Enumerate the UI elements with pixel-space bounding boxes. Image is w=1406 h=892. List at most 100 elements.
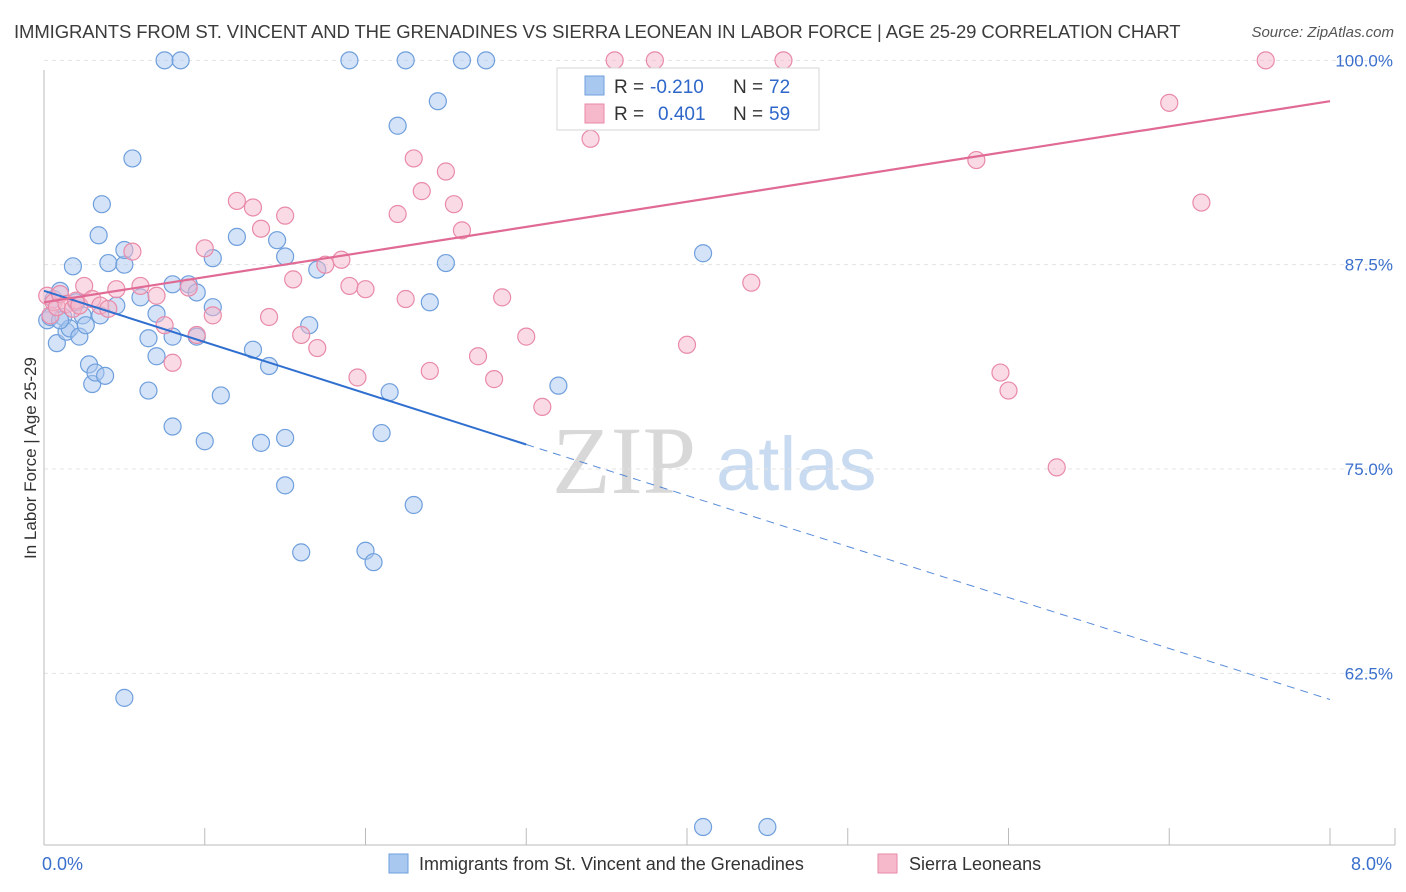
point-sierra-leonean [645,51,664,70]
point-sierra-leonean [388,204,407,224]
point-immigrant [99,253,118,273]
trend-line-immigrants [43,289,527,446]
point-sierra-leonean [1047,458,1066,477]
y-tick-label: 87.5% [1345,256,1393,275]
series-immigrants-points [38,51,777,837]
point-immigrant [89,226,108,245]
point-sierra-leonean [452,221,472,240]
point-immigrant [147,347,166,366]
point-immigrant [364,553,383,572]
x-axis-ticks [204,828,1396,845]
stats-n-label-1: N = [733,77,763,98]
chart-title: IMMIGRANTS FROM ST. VINCENT AND THE GREN… [14,21,1181,42]
point-sierra-leonean [163,353,182,372]
point-sierra-leonean [396,289,415,309]
point-sierra-leonean [251,219,271,238]
point-immigrant [276,476,295,495]
point-sierra-leonean [187,325,206,345]
legend-label-sierra-leoneans: Sierra Leoneans [909,854,1041,874]
point-sierra-leonean [147,286,166,305]
point-immigrant [428,92,447,111]
point-immigrant [163,417,182,436]
point-immigrant [420,293,439,312]
y-tick-label: 100.0% [1335,51,1393,70]
stats-swatch-sierra-leoneans [584,103,605,124]
point-sierra-leonean [259,307,279,327]
point-sierra-leonean [581,129,600,148]
legend-label-immigrants: Immigrants from St. Vincent and the Gren… [419,854,804,874]
point-immigrant [276,428,295,448]
point-immigrant [139,329,158,348]
y-tick-label: 75.0% [1345,460,1393,479]
point-sierra-leonean [155,316,174,335]
stats-n-value-2: 59 [769,104,790,125]
point-immigrant [251,433,271,452]
point-immigrant [123,149,142,168]
point-immigrant [155,51,174,70]
point-immigrant [171,51,190,70]
point-sierra-leonean [420,361,439,381]
x-tick-label-max: 8.0% [1351,854,1392,874]
stats-swatch-immigrants [584,75,605,96]
y-axis-title: In Labor Force | Age 25-29 [21,357,40,559]
point-sierra-leonean [485,370,504,389]
watermark-zip: ZIP [552,407,696,514]
point-sierra-leonean [1192,193,1211,212]
point-sierra-leonean [493,288,512,307]
point-sierra-leonean [533,397,552,417]
point-sierra-leonean [999,381,1018,400]
point-immigrant [396,51,415,70]
point-sierra-leonean [412,182,431,201]
x-tick-label-min: 0.0% [42,854,83,874]
stats-n-label-2: N = [733,104,763,125]
point-immigrant [267,231,287,250]
point-immigrant [340,51,359,70]
point-immigrant [292,543,311,562]
point-sierra-leonean [195,239,214,258]
legend-swatch-sierra-leoneans [877,853,898,874]
point-immigrant [95,366,115,385]
stats-box: R = -0.210 N = 72 R = 0.401 N = 59 [556,67,820,131]
point-immigrant [163,275,182,294]
point-immigrant [276,247,295,266]
point-immigrant [693,817,713,837]
stats-r-value-1: -0.210 [650,77,704,98]
point-immigrant [436,253,455,273]
point-immigrant [63,257,83,276]
trend-line-sierra-leoneans [43,100,1331,304]
point-sierra-leonean [404,149,423,168]
point-immigrant [476,51,496,70]
point-immigrant [211,386,230,405]
trend-line-immigrants-extrapolated [526,444,1331,700]
legend: Immigrants from St. Vincent and the Gren… [388,853,1041,874]
y-tick-label: 62.5% [1345,664,1393,683]
point-sierra-leonean [1256,51,1275,70]
point-immigrant [227,227,246,246]
point-immigrant [452,51,472,70]
point-sierra-leonean [75,276,94,296]
point-immigrant [404,495,423,515]
point-immigrant [388,116,407,135]
stats-r-label-1: R = [614,77,644,98]
point-sierra-leonean [276,206,295,225]
point-sierra-leonean [227,191,246,211]
point-immigrant [758,817,777,837]
source-label: Source: ZipAtlas.com [1251,24,1394,41]
point-sierra-leonean [292,325,311,345]
stats-r-label-2: R = [614,104,644,125]
point-sierra-leonean [308,338,327,358]
point-immigrant [76,316,95,335]
point-sierra-leonean [203,306,222,325]
point-sierra-leonean [1160,93,1179,112]
point-sierra-leonean [348,368,367,387]
point-sierra-leonean [742,273,761,292]
point-sierra-leonean [340,276,359,296]
point-sierra-leonean [243,198,263,217]
series-sierra-leoneans-points [38,51,1275,477]
gridlines [44,59,1395,674]
y-tick-labels: 62.5% 75.0% 87.5% 100.0% [1335,51,1393,683]
stats-n-value-1: 72 [769,77,790,98]
point-sierra-leonean [605,51,624,70]
point-sierra-leonean [517,327,536,346]
watermark-atlas: atlas [716,422,877,507]
